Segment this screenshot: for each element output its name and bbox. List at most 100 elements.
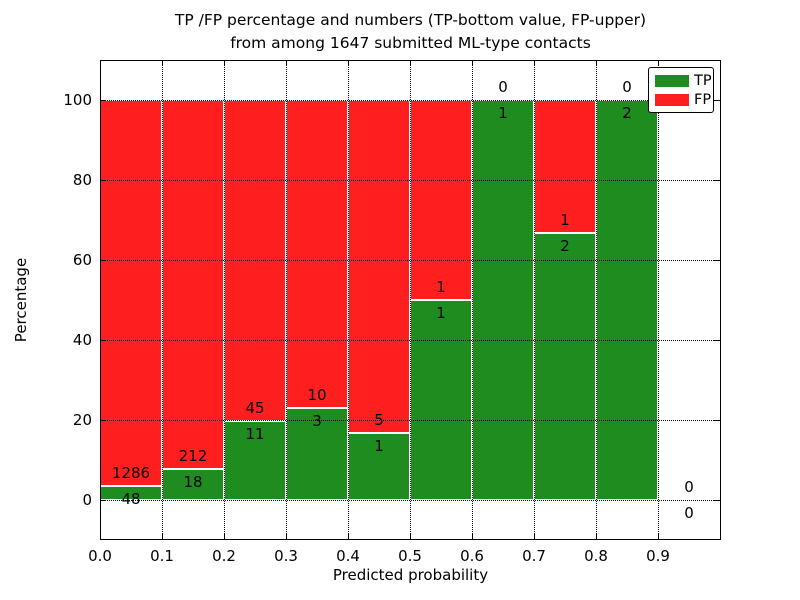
y-axis-label: Percentage bbox=[12, 257, 31, 343]
tp-count-label-bin-8: 2 bbox=[622, 104, 632, 122]
fp-bar-bin-5 bbox=[410, 100, 472, 300]
xtick-bottom-2 bbox=[223, 534, 225, 540]
fp-count-label-bin-2: 45 bbox=[245, 399, 265, 418]
fp-bar-bin-4 bbox=[348, 100, 410, 434]
fp-bar-bin-1 bbox=[162, 100, 224, 469]
tp-count-label-bin-7: 2 bbox=[560, 237, 570, 256]
tp-bar-bin-8 bbox=[596, 100, 658, 500]
ytick-right-80 bbox=[714, 179, 720, 181]
fp-swatch-icon bbox=[655, 94, 689, 106]
tp-bar-bin-2 bbox=[224, 421, 286, 500]
xtick-bottom-4 bbox=[347, 534, 349, 540]
y-axis-label-wrap: Percentage bbox=[8, 60, 34, 540]
ytick-right-100 bbox=[714, 99, 720, 101]
ytick-left-80 bbox=[100, 179, 106, 181]
xtick-label-0.9: 0.9 bbox=[646, 547, 670, 565]
xtick-label-0.7: 0.7 bbox=[522, 547, 546, 565]
tp-bar-bin-6 bbox=[472, 100, 534, 500]
xtick-top-6 bbox=[471, 60, 473, 66]
legend: TP FP bbox=[648, 67, 714, 113]
legend-row-tp: TP bbox=[655, 72, 712, 90]
chart-title: TP /FP percentage and numbers (TP-bottom… bbox=[100, 9, 721, 55]
xtick-bottom-3 bbox=[285, 534, 287, 540]
xtick-top-4 bbox=[347, 60, 349, 66]
xtick-top-3 bbox=[285, 60, 287, 66]
xtick-top-1 bbox=[161, 60, 163, 66]
tp-swatch-icon bbox=[655, 75, 689, 87]
ytick-label-100: 100 bbox=[63, 91, 92, 109]
xtick-label-0.3: 0.3 bbox=[274, 547, 298, 565]
fp-count-label-bin-0: 1286 bbox=[111, 463, 151, 482]
xtick-bottom-6 bbox=[471, 534, 473, 540]
ytick-right-0 bbox=[714, 499, 720, 501]
xtick-label-0.6: 0.6 bbox=[460, 547, 484, 565]
xtick-label-0.5: 0.5 bbox=[398, 547, 422, 565]
xtick-bottom-7 bbox=[533, 534, 535, 540]
ytick-left-0 bbox=[100, 499, 106, 501]
gridline-x-0.4 bbox=[348, 60, 349, 540]
fp-count-label-bin-3: 10 bbox=[307, 385, 327, 404]
fp-count-label-bin-6: 0 bbox=[498, 78, 508, 96]
xtick-label-0.0: 0.0 bbox=[88, 547, 112, 565]
xtick-top-0 bbox=[99, 60, 101, 66]
tp-count-label-bin-5: 1 bbox=[436, 304, 446, 322]
tp-count-label-bin-2: 11 bbox=[245, 425, 265, 444]
fp-count-label-bin-5: 1 bbox=[436, 278, 446, 296]
xtick-bottom-9 bbox=[657, 534, 659, 540]
ytick-right-20 bbox=[714, 419, 720, 421]
gridline-x-0.8 bbox=[596, 60, 597, 540]
fp-count-label-bin-7: 1 bbox=[560, 211, 570, 230]
xtick-bottom-8 bbox=[595, 534, 597, 540]
fp-count-label-bin-9: 0 bbox=[684, 478, 694, 496]
chart-title-line1: TP /FP percentage and numbers (TP-bottom… bbox=[174, 11, 647, 29]
xtick-top-7 bbox=[533, 60, 535, 66]
fp-bar-bin-0 bbox=[100, 100, 162, 486]
tp-count-label-bin-4: 1 bbox=[374, 437, 384, 456]
ytick-label-40: 40 bbox=[72, 331, 92, 349]
legend-row-fp: FP bbox=[655, 91, 712, 109]
fp-bar-bin-7 bbox=[534, 100, 596, 234]
legend-label-fp: FP bbox=[694, 91, 712, 108]
tp-bar-bin-5 bbox=[410, 300, 472, 500]
xtick-top-10 bbox=[719, 60, 721, 66]
xtick-bottom-10 bbox=[719, 534, 721, 540]
gridline-x-0.7 bbox=[534, 60, 535, 540]
xtick-label-0.2: 0.2 bbox=[212, 547, 236, 565]
ytick-right-40 bbox=[714, 339, 720, 341]
gridline-x-0.1 bbox=[162, 60, 163, 540]
xtick-top-9 bbox=[657, 60, 659, 66]
ytick-label-60: 60 bbox=[72, 251, 92, 269]
gridline-x-0.9 bbox=[658, 60, 659, 540]
tp-bar-bin-7 bbox=[534, 233, 596, 500]
legend-label-tp: TP bbox=[694, 72, 712, 89]
xtick-label-0.8: 0.8 bbox=[584, 547, 608, 565]
xtick-top-5 bbox=[409, 60, 411, 66]
gridline-x-0.5 bbox=[410, 60, 411, 540]
xtick-label-0.4: 0.4 bbox=[336, 547, 360, 565]
tp-count-label-bin-9: 0 bbox=[684, 504, 694, 522]
fp-count-label-bin-8: 0 bbox=[622, 78, 632, 96]
tp-bar-bin-1 bbox=[162, 468, 224, 500]
chart-title-line2: from among 1647 submitted ML-type contac… bbox=[230, 34, 591, 52]
ytick-left-40 bbox=[100, 339, 106, 341]
gridline-x-0.6 bbox=[472, 60, 473, 540]
xtick-label-0.1: 0.1 bbox=[150, 547, 174, 565]
ytick-label-80: 80 bbox=[72, 171, 92, 189]
tp-count-label-bin-6: 1 bbox=[498, 104, 508, 122]
ytick-label-20: 20 bbox=[72, 411, 92, 429]
ytick-left-60 bbox=[100, 259, 106, 261]
ytick-right-60 bbox=[714, 259, 720, 261]
x-axis-label: Predicted probability bbox=[332, 566, 489, 584]
ytick-left-100 bbox=[100, 99, 106, 101]
tp-count-label-bin-3: 3 bbox=[312, 411, 322, 430]
xtick-bottom-5 bbox=[409, 534, 411, 540]
gridline-x-0.3 bbox=[286, 60, 287, 540]
ytick-label-0: 0 bbox=[82, 491, 92, 509]
xtick-top-2 bbox=[223, 60, 225, 66]
fp-bar-bin-3 bbox=[286, 100, 348, 408]
xtick-bottom-0 bbox=[99, 534, 101, 540]
tp-bar-bin-4 bbox=[348, 433, 410, 500]
xtick-bottom-1 bbox=[161, 534, 163, 540]
ytick-left-20 bbox=[100, 419, 106, 421]
